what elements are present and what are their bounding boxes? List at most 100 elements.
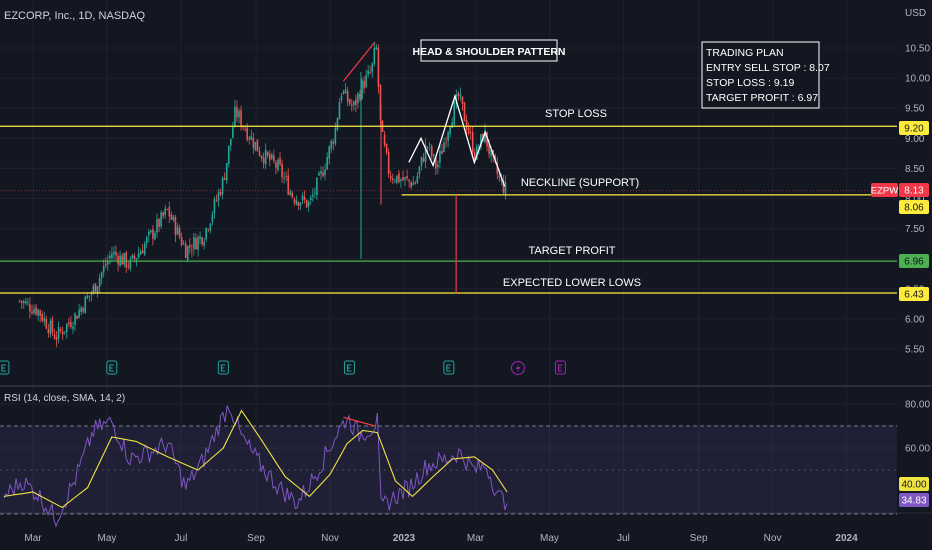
candle-body	[377, 47, 380, 87]
candle-body	[277, 159, 279, 171]
candle-body	[162, 212, 164, 217]
candle-body	[314, 192, 316, 194]
candle-body	[396, 175, 398, 183]
candle-body	[500, 179, 503, 181]
candles	[18, 41, 507, 348]
candle-body	[312, 194, 314, 197]
rsi-tick-label: 60.00	[905, 444, 930, 455]
candle-body	[473, 152, 476, 160]
candle-body	[129, 258, 132, 269]
candle-body	[451, 122, 454, 128]
candle-body	[400, 179, 402, 182]
earnings-icon-glyph	[109, 364, 114, 372]
candle-body	[260, 155, 263, 159]
candle-body	[143, 243, 146, 255]
candle-body	[20, 300, 23, 303]
candle-body	[25, 301, 27, 304]
candle-body	[100, 272, 103, 279]
candle-body	[367, 70, 369, 75]
candle-body	[160, 212, 162, 227]
price-tick-label: 6.00	[905, 314, 925, 325]
candle-body	[496, 163, 499, 175]
candle-body	[154, 233, 156, 240]
candle-body	[299, 202, 302, 206]
candle-body	[22, 301, 25, 304]
candle-body	[74, 313, 76, 325]
earnings-icon-frame	[0, 360, 10, 375]
candle-body	[213, 198, 216, 214]
candle-body	[96, 286, 99, 294]
rsi-badge: 34.83	[899, 493, 929, 507]
time-tick-label: Mar	[24, 533, 42, 544]
candle-body	[336, 118, 339, 130]
earnings-icon	[343, 360, 355, 375]
candle-body	[262, 157, 265, 164]
candle-body	[307, 201, 310, 207]
candle-body	[445, 142, 447, 144]
candle-body	[275, 162, 277, 168]
candle-body	[178, 228, 181, 237]
candle-body	[94, 283, 97, 293]
level-badge-stop-loss: 9.20	[899, 121, 929, 135]
candle-body	[215, 200, 218, 201]
candle-body	[57, 326, 60, 339]
candle-body	[318, 172, 320, 176]
candle-body	[41, 313, 44, 321]
candle-body	[115, 251, 117, 256]
candle-body	[441, 150, 443, 155]
trading-plan-line: TRADING PLAN	[706, 47, 784, 59]
candle-body	[316, 177, 318, 196]
candle-body	[414, 182, 417, 184]
candle-body	[406, 176, 408, 179]
candle-body	[248, 137, 251, 140]
candle-body	[70, 322, 72, 328]
candle-body	[252, 138, 255, 148]
price-tick-label: 5.50	[905, 345, 925, 356]
candle-body	[47, 329, 50, 334]
candle-body	[193, 237, 195, 250]
time-tick-label: Jul	[617, 533, 630, 544]
level-badge-text: 6.43	[904, 290, 924, 301]
candle-body	[322, 172, 324, 177]
candle-body	[219, 192, 222, 195]
rsi-lines	[3, 405, 508, 528]
candle-body	[121, 255, 123, 265]
candle-body	[27, 302, 29, 303]
candle-body	[133, 255, 136, 259]
candle-body	[80, 307, 82, 312]
candle-body	[150, 230, 152, 233]
candle-body	[271, 154, 273, 159]
earnings-icon	[0, 360, 10, 375]
time-tick-label: 2023	[393, 533, 416, 544]
earnings-icon-glyph	[220, 364, 226, 372]
lightning-icon-glyph	[515, 364, 521, 373]
candle-body	[461, 96, 464, 104]
price-tick-label: 10.50	[905, 44, 930, 55]
level-lines	[0, 125, 897, 294]
candle-body	[463, 102, 466, 122]
rsi-line	[3, 405, 508, 528]
candle-body	[301, 195, 304, 201]
earnings-icon-frame	[343, 360, 355, 375]
time-tick-label: Sep	[690, 533, 708, 544]
rsi-ma-badge-text: 40.00	[901, 480, 926, 491]
candle-body	[324, 169, 326, 175]
time-tick-label: May	[98, 533, 117, 544]
earnings-icon-glyph	[346, 364, 352, 372]
candle-body	[254, 142, 257, 150]
candle-body	[238, 111, 240, 118]
candle-body	[342, 91, 345, 94]
candle-body	[186, 246, 189, 260]
candle-body	[266, 152, 269, 156]
candle-body	[53, 333, 56, 339]
candle-body	[72, 326, 74, 329]
candle-body	[246, 127, 249, 140]
candle-body	[207, 229, 210, 231]
lightning-icon-frame	[510, 361, 525, 375]
candle-body	[189, 245, 191, 248]
time-tick-label: 2024	[835, 533, 858, 544]
candle-body	[297, 201, 300, 206]
time-axis: Mar May Jul Sep Nov 2023 Mar May Jul Sep Nov 2024	[24, 533, 858, 544]
level-badge-target: 6.96	[899, 254, 929, 268]
